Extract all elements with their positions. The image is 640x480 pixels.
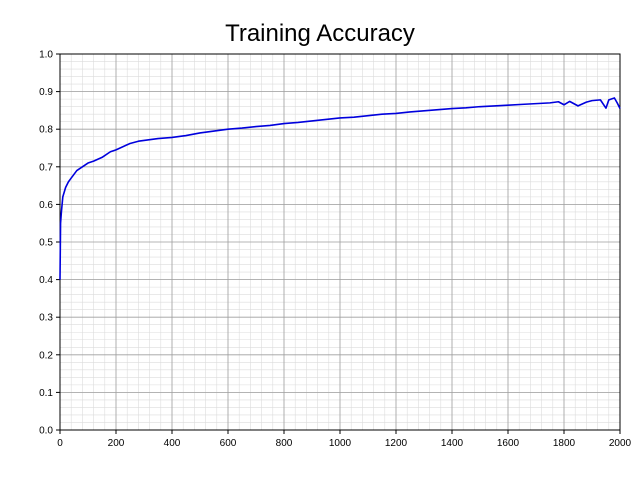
x-axis-ticks	[59, 430, 621, 434]
x-tick-label: 1800	[553, 438, 576, 449]
y-tick-label: 0.2	[39, 350, 53, 361]
y-tick-label: 0.3	[39, 313, 53, 324]
y-tick-label: 1.0	[39, 50, 53, 61]
y-tick-label: 0.5	[39, 238, 53, 249]
x-tick-label: 1600	[497, 438, 520, 449]
y-tick-label: 0.9	[39, 87, 53, 98]
major-grid	[59, 53, 621, 431]
x-tick-label: 1000	[329, 438, 352, 449]
y-tick-label: 0.4	[39, 275, 53, 286]
x-tick-label: 400	[164, 438, 181, 449]
x-axis-tick-labels: 0 200 400 600 800 1000 1200 1400 1600 1800 2000	[57, 438, 631, 449]
x-tick-label: 200	[108, 438, 125, 449]
x-tick-label: 1400	[441, 438, 464, 449]
y-axis-ticks	[56, 53, 60, 431]
x-tick-label: 0	[57, 438, 63, 449]
y-tick-label: 0.7	[39, 162, 53, 173]
y-tick-label: 0.0	[39, 426, 53, 437]
y-axis-tick-labels: 0.0 0.1 0.2 0.3 0.4 0.5 0.6 0.7 0.8 0.9 1.0	[39, 50, 53, 437]
chart-title: Training Accuracy	[225, 20, 415, 47]
y-tick-label: 0.6	[39, 200, 53, 211]
x-tick-label: 600	[220, 438, 237, 449]
y-tick-label: 0.8	[39, 125, 53, 136]
x-tick-label: 2000	[609, 438, 632, 449]
accuracy-line	[59, 97, 621, 280]
y-tick-label: 0.1	[39, 388, 53, 399]
x-tick-label: 800	[276, 438, 293, 449]
x-tick-label: 1200	[385, 438, 408, 449]
